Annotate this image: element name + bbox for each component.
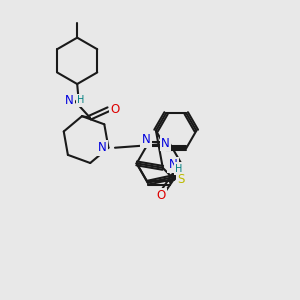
Text: N: N xyxy=(65,94,74,107)
Text: H: H xyxy=(175,164,182,174)
Text: N: N xyxy=(98,141,106,154)
Text: H: H xyxy=(77,95,85,105)
Text: N: N xyxy=(161,137,170,150)
Text: O: O xyxy=(110,103,120,116)
Text: S: S xyxy=(177,173,184,186)
Text: N: N xyxy=(169,158,177,171)
Text: O: O xyxy=(157,189,166,203)
Text: N: N xyxy=(142,133,151,146)
